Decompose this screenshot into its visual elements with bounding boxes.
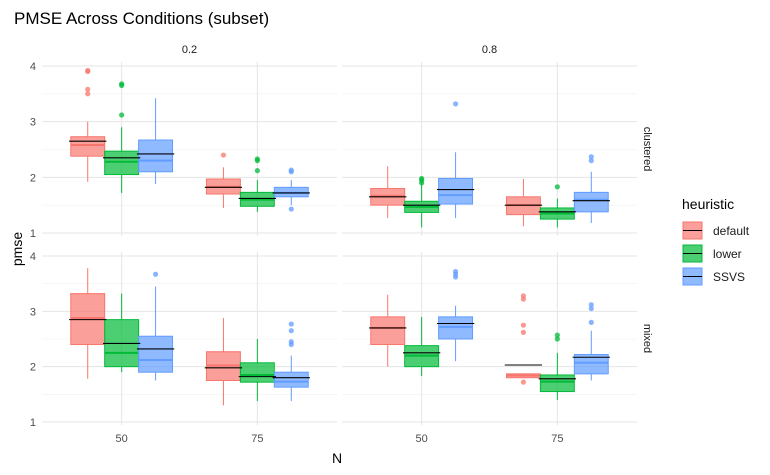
outlier-point [220,152,227,158]
legend-label: default [713,224,750,238]
x-tick-label: 75 [251,433,263,445]
legend-item-default: default [682,221,750,240]
outlier-point [288,321,294,327]
box-default-N50 [70,268,106,379]
box-lower-N50 [404,316,440,377]
outlier-point [85,91,91,97]
box-default-N75 [205,317,241,406]
box-default-N75 [505,179,541,227]
outlier-point [520,379,527,385]
legend: heuristic default lower SSVS [682,196,750,286]
box-body [273,371,309,388]
box-lower-N50 [404,175,440,228]
row-strip-label: mixed [641,324,653,353]
outlier-point [85,67,91,74]
box-body [573,353,609,375]
box-body [370,316,406,346]
outlier-point [288,206,294,212]
panel-clustered-0.8 [342,62,637,236]
y-tick-label: 3 [30,306,36,318]
outlier-point [520,329,527,335]
outlier-point [119,81,125,87]
legend-item-lower: lower [682,244,742,263]
legend-label: lower [713,247,742,261]
box-SSVS-N50 [138,98,174,185]
x-tick-label: 75 [551,433,563,445]
box-SSVS-N75 [573,154,609,223]
panels-layer: 0.2 0.8 clustered mixed 1 2 3 4 1 2 3 4 50 75 50 75 [30,44,653,445]
col-strip-label: 0.8 [482,44,497,56]
outlier-point [288,167,294,173]
box-SSVS-N50 [138,271,174,381]
x-tick-label: 50 [416,433,428,445]
box-body [239,362,275,383]
outlier-point [288,328,294,334]
y-tick-label: 1 [30,417,36,429]
y-tick-label: 4 [30,61,36,73]
box-body [70,293,106,346]
box-default-N50 [70,67,106,182]
box-body [539,374,575,393]
y-tick-label: 1 [30,228,36,240]
box-SSVS-N75 [573,302,609,381]
col-strip-label: 0.2 [182,44,197,56]
boxes-clustered-0.2 [69,67,310,212]
legend-label: SSVS [713,270,745,284]
outlier-point [419,175,425,182]
outlier-point [554,332,560,338]
box-lower-N50 [104,293,140,373]
box-default-N50 [370,166,406,218]
outlier-point [588,158,594,164]
outlier-point [588,302,594,308]
box-body [104,150,140,176]
outlier-point [520,293,527,299]
y-axis-title: pmse [9,232,25,266]
row-strip-label: clustered [641,127,653,172]
boxes-clustered-0.8 [369,101,610,228]
boxes-mixed-0.2 [69,268,310,406]
outlier-point [588,319,594,325]
box-lower-N75 [539,184,575,228]
box-default-N50 [370,294,406,367]
legend-title: heuristic [682,196,734,212]
outlier-point [452,268,459,275]
box-body [138,335,174,373]
y-tick-label: 3 [30,117,36,129]
outlier-point [588,154,594,160]
x-axis-title: N [332,450,342,466]
box-SSVS-N75 [273,321,309,401]
box-body [138,139,174,173]
y-tick-label: 2 [30,172,36,184]
box-default-N75 [205,152,241,208]
box-lower-N75 [239,156,275,212]
x-tick-label: 50 [116,433,128,445]
box-SSVS-N50 [438,268,474,362]
outlier-point [588,305,594,312]
outlier-point [452,101,459,107]
outlier-point [254,168,260,174]
outlier-point [554,184,560,190]
box-lower-N75 [239,339,275,401]
outlier-point [520,322,527,328]
box-body [70,136,106,157]
panel-mixed-0.8 [342,252,637,425]
chart-title: PMSE Across Conditions (subset) [14,9,269,28]
outlier-point [554,336,560,342]
y-tick-label: 4 [30,251,36,263]
box-body [438,177,474,205]
legend-item-SSVS: SSVS [682,267,745,286]
boxes-mixed-0.8 [369,268,610,400]
outlier-point [288,339,294,345]
box-body [573,191,609,213]
y-tick-label: 2 [30,362,36,374]
outlier-point [119,112,125,118]
outlier-point [254,156,260,162]
outlier-point [85,86,91,92]
box-body [438,316,474,340]
box-SSVS-N50 [438,101,474,218]
outlier-point [152,271,159,277]
